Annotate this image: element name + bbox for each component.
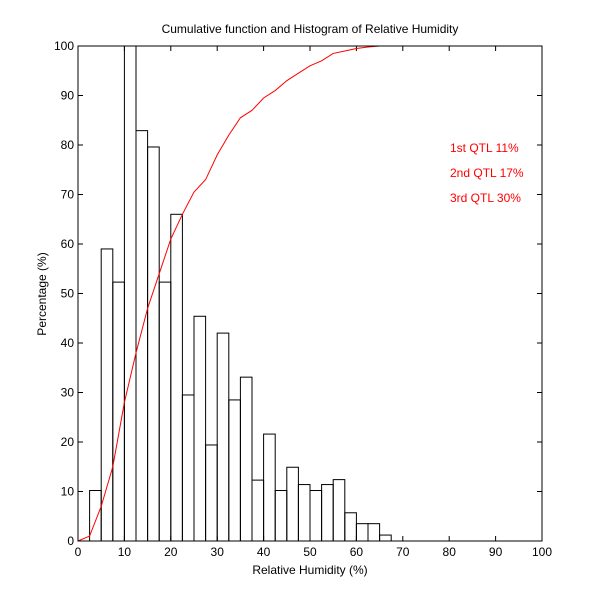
histogram-bar [355,523,369,542]
histogram-bar [263,433,276,542]
histogram-bar [89,490,102,542]
chart-title: Cumulative function and Histogram of Rel… [162,22,459,36]
histogram-bar [309,490,323,542]
y-axis-label: Percentage (%) [35,252,49,335]
y-tick-label: 10 [61,485,75,499]
histogram-bar [344,512,357,542]
x-tick-label: 10 [118,545,132,559]
histogram-bar [170,213,183,542]
x-tick-label: 40 [257,545,271,559]
quantile-annotation: 3rd QTL 30% [450,191,521,205]
y-tick-label: 20 [61,435,75,449]
histogram-bar [205,444,218,542]
histogram-bar [181,394,195,542]
x-tick-label: 80 [443,545,457,559]
y-tick-label: 70 [61,188,75,202]
y-tick-label: 30 [61,386,75,400]
y-tick-label: 80 [61,138,75,152]
x-tick-label: 20 [164,545,178,559]
histogram-bar [216,332,230,542]
histogram-bar [274,490,288,542]
histogram-bar [100,248,114,542]
histogram-bar [286,466,299,542]
histogram-bar [147,146,160,542]
histogram-bar [135,130,149,542]
x-tick-label: 60 [350,545,364,559]
y-tick-label: 90 [61,89,75,103]
histogram-bar [228,399,241,542]
x-tick-label: 0 [75,545,82,559]
x-tick-label: 70 [396,545,410,559]
y-tick-label: 50 [61,287,75,301]
x-tick-label: 30 [211,545,225,559]
x-tick-label: 90 [489,545,503,559]
y-tick-label: 40 [61,336,75,350]
x-axis-label: Relative Humidity (%) [252,563,367,577]
x-tick-label: 100 [532,545,552,559]
quantile-annotation: 1st QTL 11% [450,141,519,155]
histogram-bar [193,315,207,542]
histogram-bar [321,484,334,542]
x-tick-label: 50 [303,545,317,559]
cumulative-line [77,45,542,542]
histogram-bar [297,484,311,542]
plot-frame [77,45,543,542]
histogram-bar [332,479,346,542]
y-tick-label: 0 [67,534,74,548]
histogram-bar [123,45,137,542]
y-tick-label: 100 [54,39,74,53]
histogram-bar [379,534,392,542]
histogram-bar [251,479,265,542]
y-tick-label: 60 [61,237,75,251]
histogram-bar [158,281,172,542]
histogram-bar [239,376,253,542]
histogram-bar [367,523,381,542]
quantile-annotation: 2nd QTL 17% [450,166,524,180]
